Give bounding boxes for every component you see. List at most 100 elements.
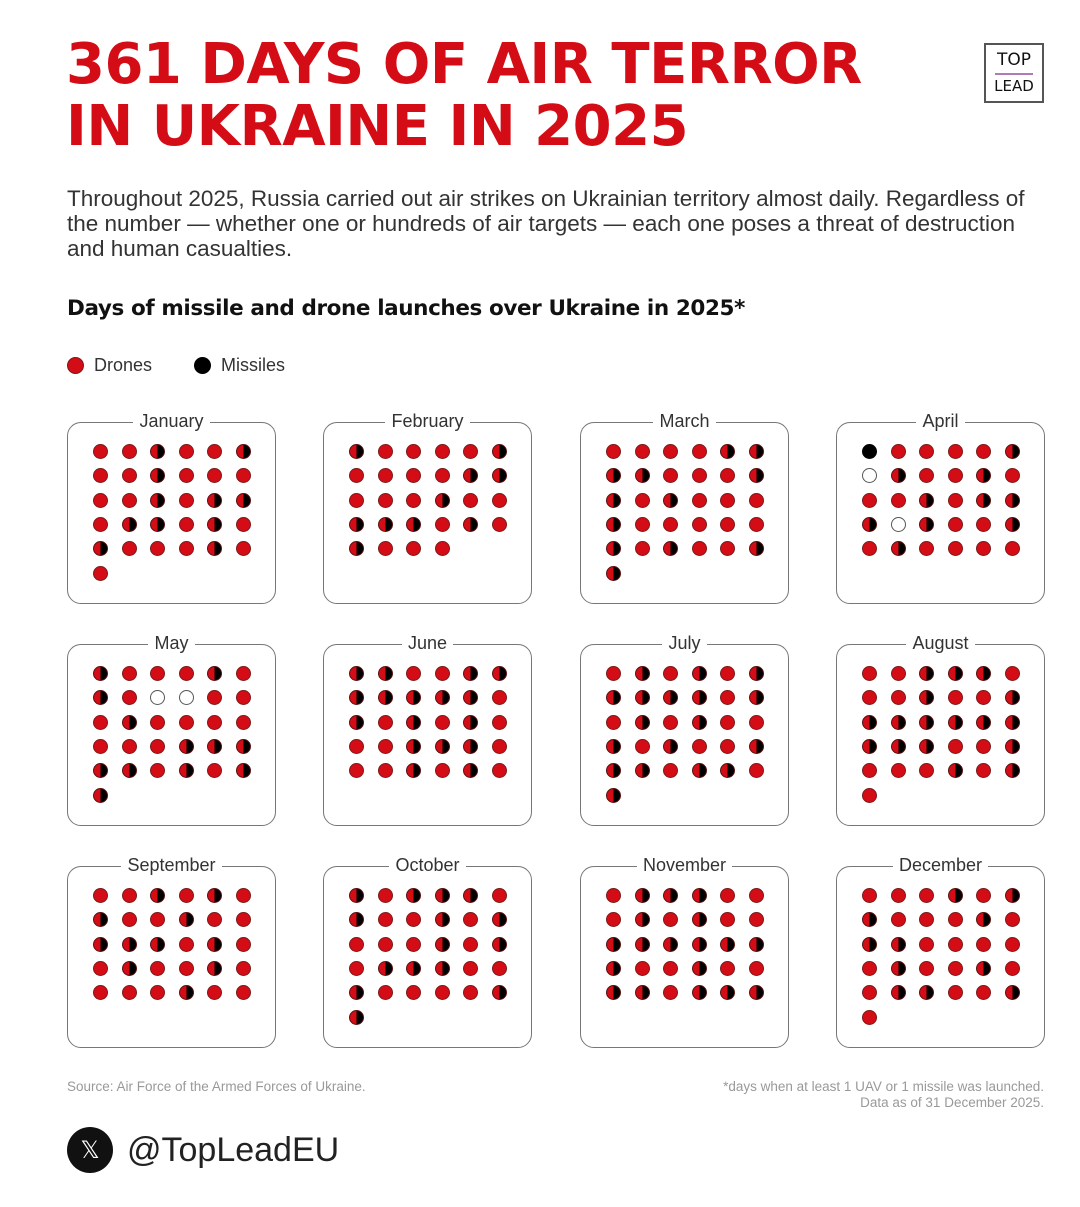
day-dot-1-missiles: [862, 444, 877, 459]
day-dot-12-both: [492, 912, 507, 928]
day-dot-8-drones: [377, 468, 393, 484]
day-dot-29-drones: [207, 985, 223, 1001]
month-box-october: October: [323, 855, 532, 1048]
legend-swatch-missiles: [194, 357, 212, 374]
day-dot-6-drones: [236, 666, 251, 681]
top-lead-logo: TOP LEAD: [984, 43, 1044, 103]
day-dot-1-drones: [606, 444, 621, 459]
month-name: March: [653, 411, 716, 431]
day-dot-27-drones: [663, 985, 679, 1001]
day-dot-8-drones: [377, 912, 393, 928]
logo-divider: [995, 73, 1033, 75]
day-dot-14-both: [121, 936, 137, 952]
day-dot-24-drones: [492, 516, 507, 532]
day-dot-13-drones: [93, 492, 108, 508]
day-dot-16-both: [691, 714, 707, 730]
day-dot-16-both: [434, 492, 450, 508]
day-dot-16-both: [947, 714, 963, 730]
day-dot-2-drones: [377, 444, 393, 459]
month-box-may: May: [67, 633, 276, 826]
day-dot-19-drones: [349, 960, 364, 976]
day-dot-21-drones: [150, 960, 166, 976]
day-dot-31-both: [93, 787, 108, 803]
day-dot-19-drones: [93, 516, 108, 532]
day-dot-31-both: [606, 787, 621, 803]
title-line-2: IN UKRAINE IN 2025: [66, 94, 689, 159]
day-dot-9-drones: [663, 468, 679, 484]
day-dot-27-both: [919, 985, 935, 1001]
day-dot-2-drones: [121, 666, 137, 681]
day-dot-29-both: [720, 985, 736, 1001]
day-dot-15-drones: [150, 714, 166, 730]
month-box-march: March: [580, 411, 789, 604]
month-box-december: December: [836, 855, 1045, 1048]
month-label: February: [324, 411, 531, 431]
day-dot-18-both: [749, 936, 764, 952]
day-dot-25-drones: [93, 985, 108, 1001]
day-dot-10-both: [434, 912, 450, 928]
day-dot-15-both: [919, 492, 935, 508]
day-dot-29-both: [463, 763, 479, 779]
day-dot-26-drones: [890, 763, 906, 779]
day-dot-29-drones: [207, 763, 223, 779]
day-dot-7-both: [862, 912, 877, 928]
footnote-line-1: *days when at least 1 UAV or 1 missile w…: [723, 1079, 1044, 1094]
day-dot-22-drones: [178, 960, 194, 976]
day-dot-6-both: [492, 444, 507, 459]
day-dot-19-drones: [93, 960, 108, 976]
day-dot-13-both: [862, 714, 877, 730]
day-dot-27-drones: [919, 763, 935, 779]
day-dot-14-drones: [377, 714, 393, 730]
day-dot-18-both: [236, 492, 251, 508]
day-dot-5-drones: [720, 888, 736, 903]
day-dot-4-both: [691, 666, 707, 681]
day-dot-26-drones: [121, 985, 137, 1001]
day-dot-26-both: [890, 985, 906, 1001]
month-label: May: [68, 633, 275, 653]
day-dot-10-drones: [434, 468, 450, 484]
day-dot-7-both: [606, 690, 621, 706]
day-dot-21-drones: [663, 960, 679, 976]
day-dot-18-drones: [236, 714, 251, 730]
day-dot-19-both: [349, 516, 364, 532]
day-dot-12-drones: [1005, 912, 1020, 928]
day-dot-17-both: [976, 492, 992, 508]
day-dot-15-drones: [919, 936, 935, 952]
day-dot-12-both: [492, 468, 507, 484]
day-dot-11-drones: [207, 468, 223, 484]
day-dot-21-both: [406, 960, 422, 976]
day-dot-24-drones: [1005, 960, 1020, 976]
day-dot-31-drones: [862, 1009, 877, 1025]
day-dot-15-both: [663, 492, 679, 508]
day-dot-24-drones: [749, 960, 764, 976]
day-dot-13-both: [93, 936, 108, 952]
day-dot-29-drones: [976, 985, 992, 1001]
day-dot-4-both: [947, 888, 963, 903]
day-dot-20-drones: [377, 738, 393, 754]
day-dot-18-drones: [236, 936, 251, 952]
day-dot-20-both: [121, 516, 137, 532]
day-dot-21-drones: [150, 738, 166, 754]
day-dot-14-drones: [890, 492, 906, 508]
social-handle: 𝕏 @TopLeadEU: [67, 1127, 339, 1173]
day-dot-30-both: [236, 763, 251, 779]
day-dot-25-both: [93, 763, 108, 779]
day-dot-6-both: [236, 444, 251, 459]
legend-swatch-drones: [67, 357, 84, 374]
day-dot-25-drones: [862, 763, 877, 779]
month-name: February: [385, 411, 470, 431]
day-dot-20-both: [890, 960, 906, 976]
day-dot-28-drones: [434, 763, 450, 779]
day-dot-18-drones: [1005, 936, 1020, 952]
day-dot-5-drones: [207, 444, 223, 459]
day-dot-30-drones: [492, 763, 507, 779]
day-dot-12-drones: [236, 690, 251, 706]
day-dot-4-drones: [178, 666, 194, 681]
day-dot-4-drones: [178, 444, 194, 459]
day-dot-4-drones: [434, 666, 450, 681]
day-dot-11-drones: [720, 912, 736, 928]
chart-title: Days of missile and drone launches over …: [67, 296, 745, 321]
day-dot-6-drones: [1005, 666, 1020, 681]
day-dot-27-drones: [150, 541, 166, 557]
month-box-september: September: [67, 855, 276, 1048]
